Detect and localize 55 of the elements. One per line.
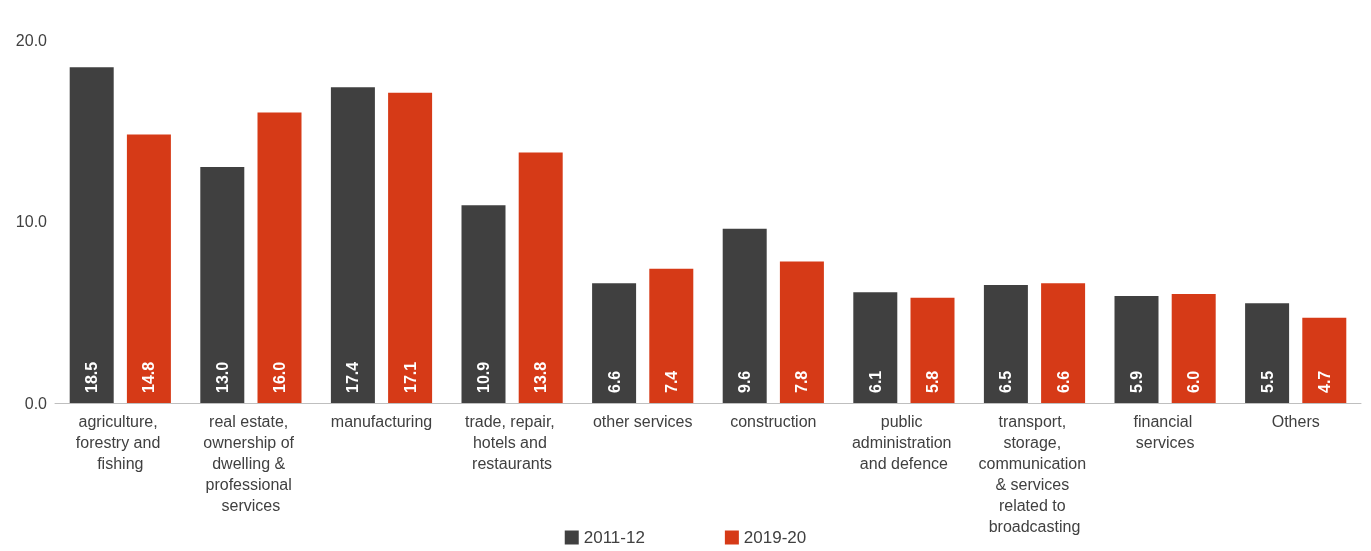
x-tick-label: manufacturing (330, 413, 433, 430)
data-label: 7.8 (793, 370, 811, 393)
data-label: 6.1 (866, 370, 884, 393)
legend-label: 2019-20 (743, 528, 807, 547)
bar (853, 292, 898, 403)
bar (1302, 317, 1347, 403)
bar (649, 268, 694, 403)
bar (592, 283, 637, 403)
y-tick-label: 20.0 (15, 31, 48, 49)
bar (779, 261, 824, 403)
data-label: 4.7 (1315, 370, 1333, 393)
bar (330, 87, 375, 403)
data-label: 13.0 (213, 361, 231, 393)
data-label: 5.5 (1258, 370, 1276, 393)
data-label: 5.8 (924, 370, 941, 393)
x-tick-label: construction (730, 413, 817, 430)
data-label: 13.8 (532, 361, 550, 393)
bar (257, 112, 302, 403)
bar (1245, 303, 1290, 403)
bar (722, 228, 767, 403)
bar (200, 167, 245, 403)
data-label: 6.6 (605, 370, 623, 393)
x-tick-label: Others (1271, 413, 1320, 430)
y-tick-label: 10.0 (15, 213, 48, 230)
bar (388, 92, 433, 403)
data-label: 6.5 (997, 370, 1015, 393)
data-label: 16.0 (271, 361, 288, 393)
data-label: 17.1 (401, 361, 419, 393)
bar (461, 205, 506, 403)
data-label: 6.6 (1054, 370, 1072, 393)
x-tick-label: other services (592, 413, 693, 430)
bar (1114, 295, 1159, 403)
data-label: 7.4 (662, 370, 680, 393)
x-tick-label: real estate, ownership of dwelling & professional services (203, 413, 299, 514)
bar (983, 285, 1028, 403)
data-label: 5.9 (1128, 370, 1145, 393)
bar (910, 297, 955, 403)
x-tick-label: agriculture, forestry and fishing (75, 413, 165, 472)
x-tick-label: transport, storage, communication & services related to broadcasting (978, 413, 1091, 535)
x-tick-label: trade, repair, hotels and restaurants (464, 413, 560, 472)
data-label: 18.5 (83, 361, 101, 393)
bar (1041, 283, 1086, 403)
x-tick-label: public administration and defence (851, 413, 956, 472)
data-label: 6.0 (1185, 370, 1203, 393)
bar (1171, 294, 1216, 403)
y-tick-label: 0.0 (24, 394, 48, 412)
data-label: 10.9 (475, 361, 492, 393)
data-label: 9.6 (736, 370, 754, 393)
data-label: 17.4 (344, 361, 362, 393)
legend-label: 2011-12 (583, 528, 645, 547)
bar (518, 152, 563, 403)
bar (126, 134, 171, 403)
bar (69, 67, 114, 403)
x-tick-label: financial services (1133, 413, 1197, 451)
data-label: 14.8 (140, 361, 158, 393)
